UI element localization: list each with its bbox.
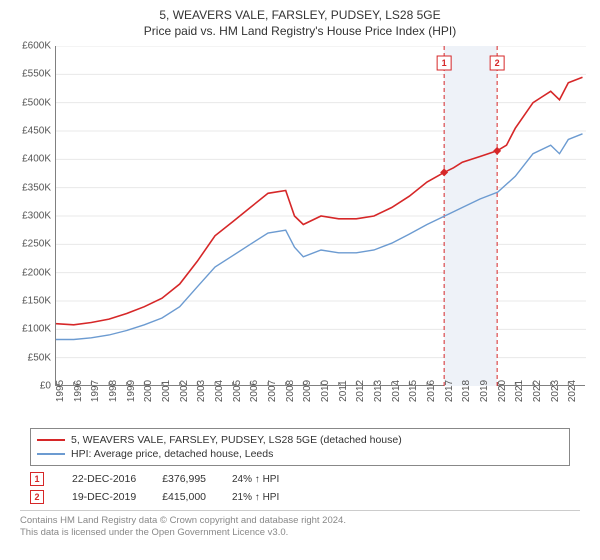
- chart-subtitle: Price paid vs. HM Land Registry's House …: [10, 24, 590, 38]
- x-axis-labels: 1995199619971998199920002001200220032004…: [55, 391, 585, 426]
- footer-line: Contains HM Land Registry data © Crown c…: [20, 515, 580, 527]
- y-axis-labels: £0£50K£100K£150K£200K£250K£300K£350K£400…: [11, 46, 53, 386]
- legend-swatch: [37, 453, 65, 455]
- txn-date: 22-DEC-2016: [72, 473, 136, 485]
- svg-text:2: 2: [495, 58, 500, 68]
- table-row: 1 22-DEC-2016 £376,995 24% ↑ HPI: [30, 470, 570, 488]
- legend-label: HPI: Average price, detached house, Leed…: [71, 448, 273, 460]
- marker-box-icon: 1: [30, 472, 44, 486]
- chart-area: £0£50K£100K£150K£200K£250K£300K£350K£400…: [11, 46, 589, 426]
- chart-title: 5, WEAVERS VALE, FARSLEY, PUDSEY, LS28 5…: [10, 8, 590, 22]
- svg-text:1: 1: [442, 58, 447, 68]
- txn-date: 19-DEC-2019: [72, 491, 136, 503]
- txn-delta: 24% ↑ HPI: [232, 474, 279, 485]
- legend-swatch: [37, 439, 65, 441]
- footer: Contains HM Land Registry data © Crown c…: [20, 510, 580, 540]
- footer-line: This data is licensed under the Open Gov…: [20, 527, 580, 539]
- transactions-table: 1 22-DEC-2016 £376,995 24% ↑ HPI 2 19-DE…: [30, 470, 570, 506]
- table-row: 2 19-DEC-2019 £415,000 21% ↑ HPI: [30, 488, 570, 506]
- legend-item: HPI: Average price, detached house, Leed…: [37, 447, 563, 461]
- txn-price: £415,000: [162, 491, 206, 503]
- plot-region: 12: [55, 46, 585, 386]
- legend-label: 5, WEAVERS VALE, FARSLEY, PUDSEY, LS28 5…: [71, 434, 402, 446]
- txn-delta: 21% ↑ HPI: [232, 492, 279, 503]
- legend-item: 5, WEAVERS VALE, FARSLEY, PUDSEY, LS28 5…: [37, 433, 563, 447]
- marker-box-icon: 2: [30, 490, 44, 504]
- legend: 5, WEAVERS VALE, FARSLEY, PUDSEY, LS28 5…: [30, 428, 570, 466]
- chart-svg: 12: [56, 46, 586, 386]
- txn-price: £376,995: [162, 473, 206, 485]
